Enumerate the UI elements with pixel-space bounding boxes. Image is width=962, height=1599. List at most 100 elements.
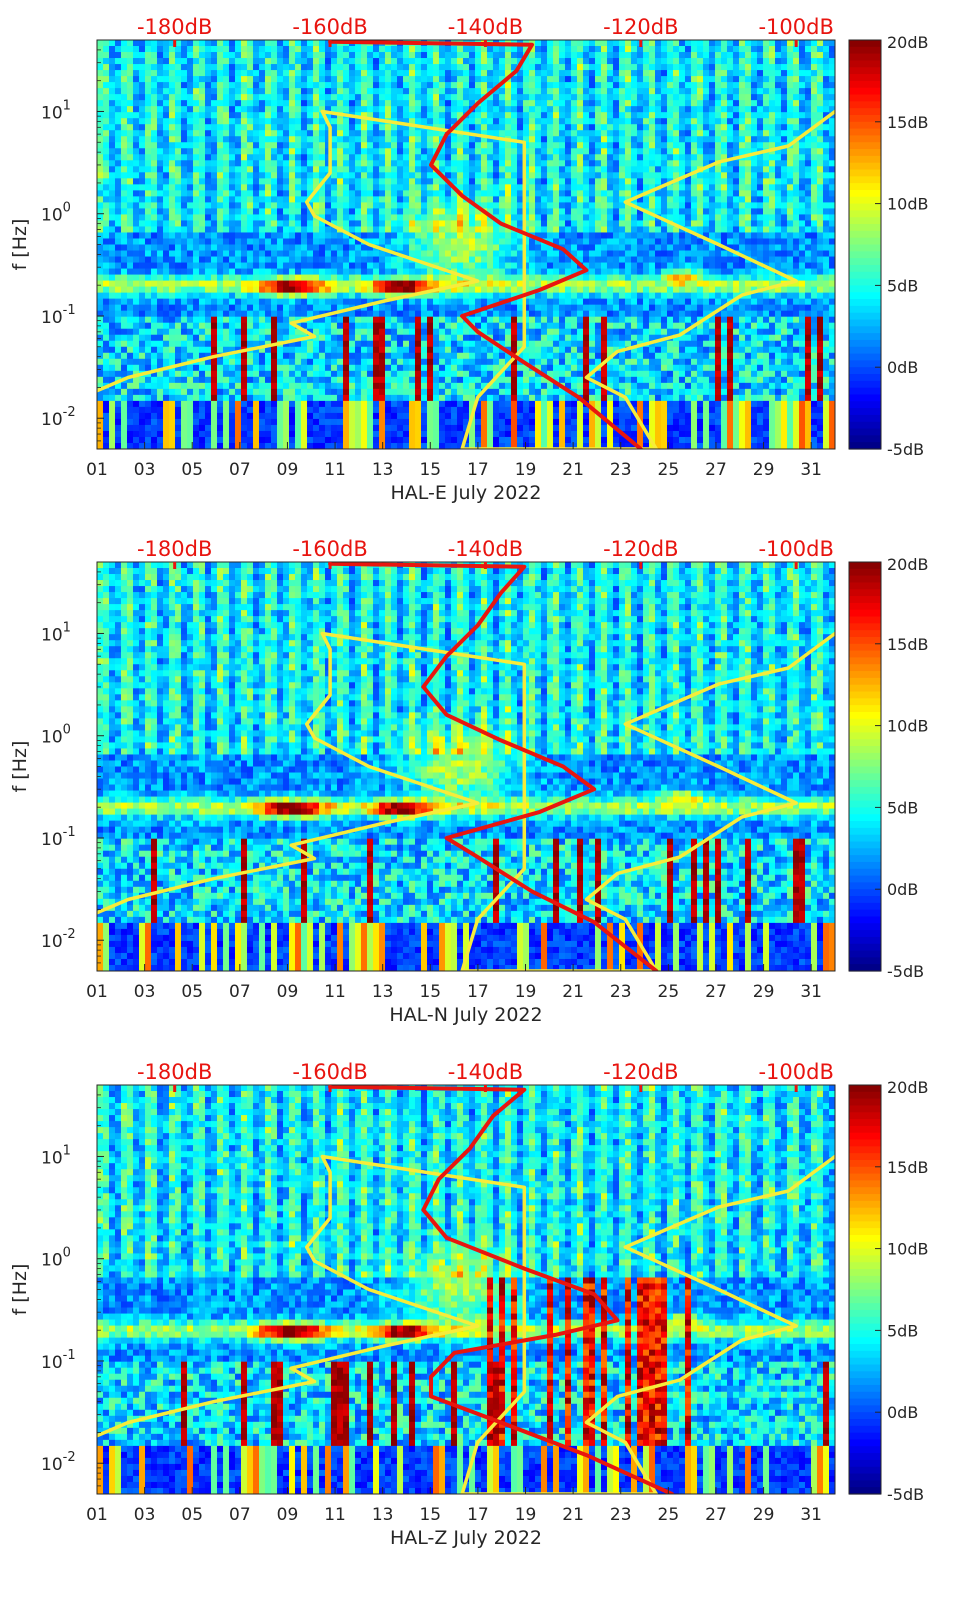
colorbar-segment [849,1241,881,1250]
colorbar-segment [849,442,881,450]
x-tick-label: 31 [800,982,822,1002]
colorbar-tick-label: -5dB [887,440,924,459]
colorbar-tick-label: 0dB [887,1403,918,1422]
colorbar-segment [849,339,881,348]
colorbar-segment [849,176,881,184]
colorbar-segment [849,1153,881,1161]
colorbar-segment [849,916,881,924]
colorbar-segment [849,1391,881,1400]
colorbar-segment [849,217,881,225]
x-axis-label: HAL-Z July 2022 [390,1527,542,1549]
colorbar-segment [849,718,881,727]
colorbar-segment [849,589,881,597]
colorbar-segment [849,360,881,368]
x-tick-label: 19 [515,982,537,1002]
colorbar-segment [849,1228,881,1236]
x-tick-label: 09 [277,982,299,1002]
colorbar-segment [849,1214,881,1222]
colorbar-segment [849,142,881,150]
median-psd-line [328,562,659,971]
colorbar-segment [849,40,881,48]
colorbar-segment [849,1439,881,1447]
colorbar-segment [849,1248,881,1257]
spectrogram [97,562,835,971]
colorbar-segment [849,353,881,361]
x-tick-label: 31 [800,460,822,480]
colorbar-segment [849,596,881,604]
colorbar-segment [849,616,881,624]
x-tick-label: 01 [86,982,108,1002]
colorbar-segment [849,1487,881,1495]
colorbar-segment [849,1159,881,1168]
colorbar-tick-label: 20dB [887,33,929,52]
colorbar-segment [849,848,881,856]
median-psd-line [328,40,643,449]
colorbar-segment [849,1371,881,1379]
colorbar-segment [849,183,881,191]
colorbar-segment [849,230,881,239]
x-tick-label: 13 [372,982,394,1002]
colorbar-segment [849,408,881,416]
colorbar-segment [849,807,881,815]
x-tick-label: 17 [467,460,489,480]
colorbar-segment [849,374,881,382]
colorbar-segment [849,401,881,409]
x-tick-label: 27 [705,982,727,1002]
x-tick-label: 27 [705,1505,727,1525]
colorbar-segment [849,1166,881,1175]
x-tick-label: 03 [134,1505,156,1525]
colorbar: 20dB 15dB 10dB 5dB 0dB -5dB [848,1078,929,1504]
top-db-label: -100dB [758,537,833,561]
colorbar-segment [849,258,881,266]
colorbar-segment [849,435,881,443]
x-tick-label: 03 [134,460,156,480]
colorbar-segment [849,1139,881,1147]
colorbar-segment [849,582,881,590]
colorbar-segment [849,264,881,273]
colorbar-segment [849,326,881,334]
colorbar-segment [849,643,881,652]
top-db-label: -180dB [137,1060,212,1084]
x-tick-label: 11 [324,982,346,1002]
top-db-label: -140dB [448,15,523,39]
top-db-label: -160dB [292,1060,367,1084]
colorbar-segment [849,196,881,205]
x-tick-label: 29 [753,982,775,1002]
colorbar-segment [849,149,881,157]
colorbar-segment [849,428,881,436]
top-db-label: -100dB [758,1060,833,1084]
y-tick-label: 101 [41,98,71,123]
colorbar-segment [849,94,881,102]
colorbar-tick-label: 10dB [887,1240,929,1259]
colorbar-segment [849,1419,881,1427]
colorbar-segment [849,725,881,734]
colorbar-segment [849,821,881,829]
x-tick-label: 21 [562,460,584,480]
colorbar-tick-label: 5dB [887,1321,918,1340]
colorbar-tick-label: 20dB [887,555,929,574]
colorbar-segment [849,732,881,740]
colorbar-tick-label: 0dB [887,880,918,899]
colorbar-segment [849,1350,881,1359]
colorbar-segment [849,1146,881,1154]
colorbar-segment [849,292,881,300]
colorbar-segment [849,1262,881,1270]
colorbar-segment [849,746,881,754]
top-db-label: -180dB [137,537,212,561]
colorbar-segment [849,87,881,96]
x-tick-label: 25 [658,1505,680,1525]
colorbar-segment [849,868,881,877]
colorbar-segment [849,285,881,293]
colorbar-segment [849,1432,881,1441]
colorbar-segment [849,1337,881,1345]
x-tick-label: 11 [324,460,346,480]
x-tick-label: 13 [372,460,394,480]
colorbar-segment [849,346,881,355]
x-tick-label: 15 [419,982,441,1002]
y-axis-label: f [Hz] [9,219,31,271]
colorbar-segment [849,814,881,822]
colorbar-segment [849,759,881,768]
x-tick-label: 27 [705,460,727,480]
top-db-label: -140dB [448,537,523,561]
